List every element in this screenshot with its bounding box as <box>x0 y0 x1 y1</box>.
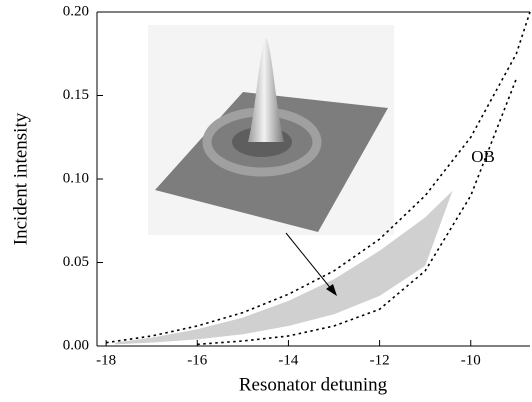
annotation: OB <box>471 147 495 166</box>
y-tick-label: 0.15 <box>63 87 89 103</box>
x-tick-label: -10 <box>461 352 481 368</box>
arrow-shaft <box>285 232 333 291</box>
y-tick-label: 0.20 <box>63 3 89 19</box>
x-tick-label: -14 <box>278 352 298 368</box>
shaded-band <box>115 190 453 345</box>
y-tick-label: 0.00 <box>63 337 89 353</box>
dotted-curve <box>197 78 518 346</box>
x-tick-label: -16 <box>187 352 207 368</box>
inset-peak <box>248 38 284 142</box>
arrow-head <box>326 284 337 296</box>
y-tick-label: 0.05 <box>63 254 89 270</box>
x-tick-label: -18 <box>96 352 116 368</box>
x-axis-title: Resonator detuning <box>239 374 388 395</box>
dotted-curve <box>105 11 531 344</box>
y-axis-title: Incident intensity <box>10 112 31 245</box>
inset-image <box>148 25 394 235</box>
x-tick-label: -12 <box>370 352 390 368</box>
y-tick-label: 0.10 <box>63 170 89 186</box>
